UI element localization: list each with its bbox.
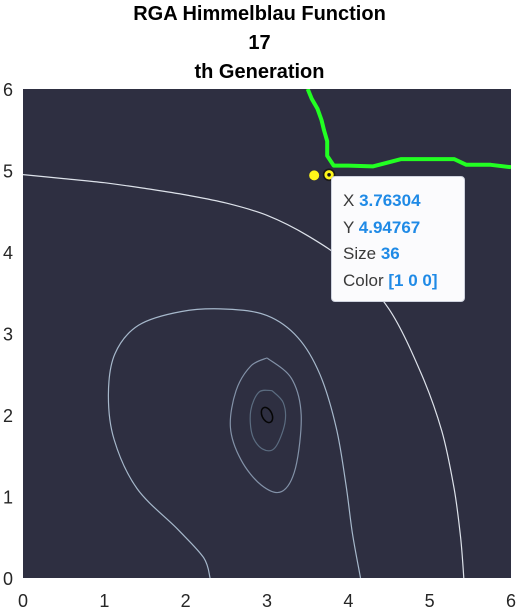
- x-tick-label-4: 4: [343, 591, 353, 610]
- datatip-color-label: Color: [343, 270, 384, 290]
- y-tick-label-6: 6: [3, 80, 13, 100]
- datatip-size-value: 36: [380, 244, 400, 263]
- data-point-1: [309, 170, 320, 181]
- x-tick-label-3: 3: [262, 591, 272, 610]
- datatip-color-value: [1 0 0]: [388, 270, 438, 290]
- contour-line-4: [23, 174, 465, 578]
- chart-title-line-1: RGA Himmelblau Function: [133, 3, 386, 25]
- datatip-size-label: Size: [343, 244, 377, 263]
- x-tick-label-2: 2: [181, 591, 191, 610]
- contour-line-3: [107, 308, 362, 578]
- y-tick-label-3: 3: [3, 325, 13, 345]
- y-tick-label-1: 1: [3, 488, 13, 508]
- datatip-y-label: Y: [343, 217, 355, 237]
- minimum-marker: [260, 406, 274, 424]
- chart-title-line-2: 17: [248, 32, 271, 54]
- chart-title-line-3: th Generation: [194, 61, 325, 83]
- datatip-y-value: 4.94767: [358, 217, 421, 237]
- selected-point-ring: [322, 168, 336, 182]
- boundary-line: [305, 89, 511, 170]
- contour-line-1: [249, 389, 287, 452]
- plot-area: [23, 89, 511, 578]
- x-tick-label-1: 1: [99, 591, 109, 610]
- x-tick-label-5: 5: [425, 591, 435, 610]
- selected-point-dot: [327, 172, 331, 177]
- contour-line-2: [229, 357, 302, 494]
- datatip: X 3.76304 Y 4.94767 Size 36 Color [1 0 0…: [331, 176, 465, 302]
- y-tick-label-5: 5: [3, 162, 13, 182]
- datatip-x-value: 3.76304: [359, 191, 421, 210]
- y-tick-label-0: 0: [3, 569, 13, 589]
- x-tick-label-6: 6: [506, 591, 516, 610]
- y-tick-label-2: 2: [3, 406, 13, 426]
- datatip-x-label: X: [343, 191, 355, 210]
- x-tick-label-0: 0: [18, 591, 28, 610]
- y-tick-label-4: 4: [3, 243, 13, 263]
